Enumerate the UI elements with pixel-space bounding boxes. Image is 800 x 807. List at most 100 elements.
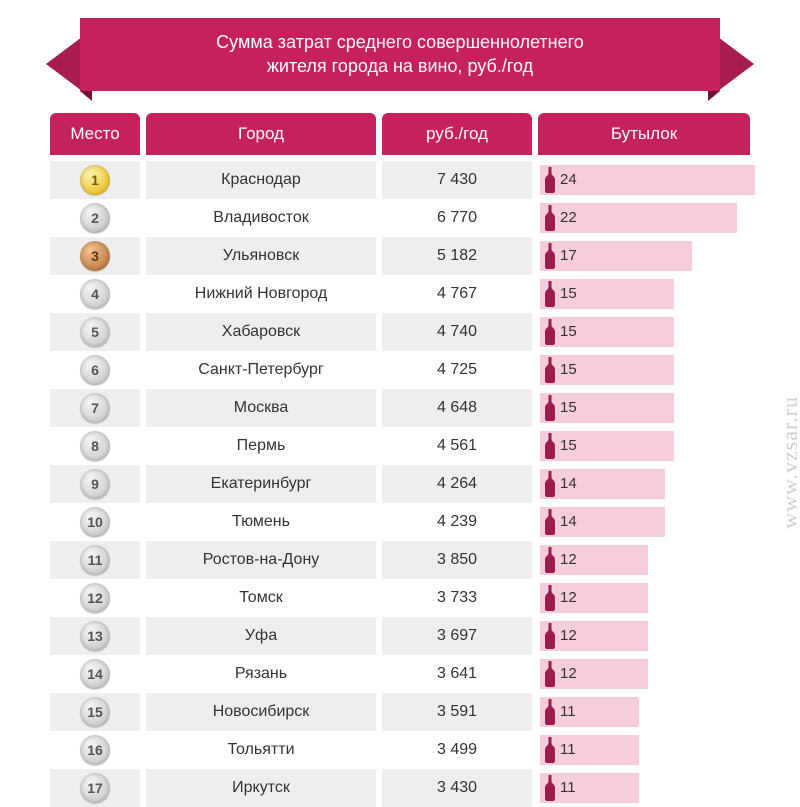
cell-rub: 3 591	[382, 693, 532, 731]
bottles-bar: 15	[540, 431, 674, 461]
bottles-value: 11	[560, 703, 576, 720]
table-row: 11 Ростов-на-Дону3 850 12	[50, 541, 750, 579]
cell-rub: 4 740	[382, 313, 532, 351]
cell-rank: 17	[50, 769, 140, 807]
cell-rank: 3	[50, 237, 140, 275]
col-header-rub: руб./год	[382, 113, 532, 155]
title-line2: жителя города на вино, руб./год	[267, 56, 533, 76]
cell-bottles: 22	[538, 199, 750, 237]
bottles-bar: 12	[540, 545, 648, 575]
cell-rub: 4 648	[382, 389, 532, 427]
bottles-value: 15	[560, 361, 577, 378]
cell-bottles: 12	[538, 579, 750, 617]
bottle-icon	[544, 167, 556, 193]
bottles-bar: 15	[540, 393, 674, 423]
bottles-value: 12	[560, 551, 577, 568]
rank-medal: 7	[80, 393, 110, 423]
table-row: 2Владивосток6 77022	[50, 199, 750, 237]
bottle-icon	[544, 471, 556, 497]
cell-city: Томск	[146, 579, 376, 617]
bottles-bar: 12	[540, 583, 648, 613]
cell-rank: 11	[50, 541, 140, 579]
bottles-bar: 22	[540, 203, 737, 233]
rank-medal: 17	[80, 773, 110, 803]
rank-medal: 6	[80, 355, 110, 385]
cell-bottles: 12	[538, 617, 750, 655]
bottles-value: 17	[560, 247, 577, 264]
cell-city: Нижний Новгород	[146, 275, 376, 313]
cell-rank: 7	[50, 389, 140, 427]
cell-bottles: 15	[538, 351, 750, 389]
cell-rub: 4 725	[382, 351, 532, 389]
table-row: 3Ульяновск5 18217	[50, 237, 750, 275]
bottles-bar: 15	[540, 355, 674, 385]
cell-rank: 2	[50, 199, 140, 237]
cell-rub: 4 264	[382, 465, 532, 503]
cell-city: Пермь	[146, 427, 376, 465]
bottles-bar: 24	[540, 165, 755, 195]
cell-rank: 15	[50, 693, 140, 731]
bottle-icon	[544, 281, 556, 307]
table-row: 15Новосибирск3 59111	[50, 693, 750, 731]
rank-medal: 11	[80, 545, 110, 575]
cell-bottles: 14	[538, 465, 750, 503]
bottle-icon	[544, 775, 556, 801]
table-row: 8 Пермь4 561 15	[50, 427, 750, 465]
bottles-bar: 12	[540, 621, 648, 651]
cell-bottles: 15	[538, 389, 750, 427]
cell-rub: 4 561	[382, 427, 532, 465]
bottle-icon	[544, 547, 556, 573]
col-header-bottles: Бутылок	[538, 113, 750, 155]
infographic-root: Сумма затрат среднего совершеннолетнего …	[50, 18, 750, 807]
table-row: 1Краснодар7 43024	[50, 161, 750, 199]
bottle-icon	[544, 737, 556, 763]
table-row: 17Иркутск3 43011	[50, 769, 750, 807]
bottle-icon	[544, 623, 556, 649]
cell-city: Ростов-на-Дону	[146, 541, 376, 579]
bottles-value: 15	[560, 399, 577, 416]
table-row: 10Тюмень4 23914	[50, 503, 750, 541]
table-row: 7 Москва4 648 15	[50, 389, 750, 427]
bottle-icon	[544, 357, 556, 383]
bottles-value: 24	[560, 171, 577, 188]
cell-bottles: 12	[538, 655, 750, 693]
cell-rub: 3 697	[382, 617, 532, 655]
bottles-value: 22	[560, 209, 577, 226]
bottles-bar: 17	[540, 241, 692, 271]
table-row: 9Екатеринбург4 26414	[50, 465, 750, 503]
bottles-bar: 11	[540, 773, 639, 803]
cell-bottles: 11	[538, 769, 750, 807]
cell-bottles: 12	[538, 541, 750, 579]
rank-medal: 16	[80, 735, 110, 765]
bottles-bar: 15	[540, 317, 674, 347]
rank-medal: 2	[80, 203, 110, 233]
rank-medal: 1	[80, 165, 110, 195]
table-row: 5Хабаровск4 74015	[50, 313, 750, 351]
cell-rub: 3 850	[382, 541, 532, 579]
bottles-value: 12	[560, 589, 577, 606]
table-body: 1Краснодар7 430242Владивосток6 770223Уль…	[50, 161, 750, 807]
cell-bottles: 11	[538, 693, 750, 731]
bottles-bar: 14	[540, 507, 665, 537]
cell-city: Санкт-Петербург	[146, 351, 376, 389]
cell-rank: 1	[50, 161, 140, 199]
cell-rank: 4	[50, 275, 140, 313]
cell-rub: 3 641	[382, 655, 532, 693]
cell-rub: 3 430	[382, 769, 532, 807]
rank-medal: 3	[80, 241, 110, 271]
bottle-icon	[544, 585, 556, 611]
cell-city: Москва	[146, 389, 376, 427]
cell-rub: 4 767	[382, 275, 532, 313]
cell-rub: 7 430	[382, 161, 532, 199]
cell-rank: 6	[50, 351, 140, 389]
bottles-value: 12	[560, 665, 577, 682]
bottles-value: 15	[560, 323, 577, 340]
table-row: 12Томск3 73312	[50, 579, 750, 617]
table-row: 16Тольятти3 49911	[50, 731, 750, 769]
cell-city: Тольятти	[146, 731, 376, 769]
rank-medal: 8	[80, 431, 110, 461]
bottles-bar: 11	[540, 697, 639, 727]
rank-medal: 9	[80, 469, 110, 499]
table-row: 14Рязань3 64112	[50, 655, 750, 693]
cell-rank: 9	[50, 465, 140, 503]
